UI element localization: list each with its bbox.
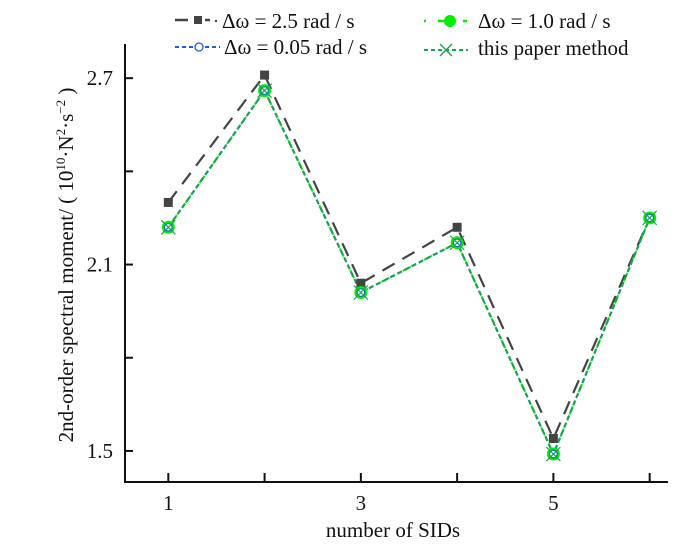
series-line-1	[167, 88, 651, 457]
data-point-square	[548, 434, 558, 444]
data-point-open-circle	[452, 238, 462, 248]
data-point-open-circle	[163, 222, 173, 232]
x-axis-title: number of SIDs	[326, 518, 460, 542]
data-point-x	[642, 210, 658, 226]
data-point-open-circle	[549, 449, 558, 459]
data-point-square	[452, 222, 462, 232]
data-point-square	[260, 70, 270, 80]
series-line-3	[167, 88, 651, 457]
data-point-x	[449, 235, 465, 251]
y-axis-title-exp2: 2	[53, 129, 68, 136]
y-axis-ticks: 1.5 2.1 2.7	[87, 66, 133, 463]
x-tick-label: 1	[163, 491, 174, 515]
legend-label: Δω = 0.05 rad / s	[224, 35, 367, 59]
y-axis-title-end: )	[54, 88, 78, 100]
legend-entry-2-5: Δω = 2.5 rad / s	[175, 9, 355, 33]
legend-label: Δω = 1.0 rad / s	[478, 9, 611, 33]
legend: Δω = 2.5 rad / s Δω = 1.0 rad / s Δω = 0…	[175, 9, 629, 60]
data-point-open-circle	[356, 288, 366, 297]
plot-area	[160, 70, 658, 462]
y-axis-title: 2nd-order spectral moment/ ( 1010·N2·s−2…	[53, 88, 78, 443]
data-point-open-circle	[645, 213, 655, 223]
filled-circle-marker-icon	[444, 15, 456, 27]
y-tick-label: 1.5	[87, 439, 113, 463]
data-point-open-circle	[260, 86, 269, 95]
data-point-square	[356, 278, 366, 288]
data-point-x	[353, 285, 369, 300]
x-marker-icon	[439, 43, 453, 57]
data-point-x	[160, 219, 176, 235]
x-tick-label: 5	[548, 491, 559, 515]
y-tick-label: 2.7	[87, 66, 113, 90]
x-tick-label: 3	[356, 491, 367, 515]
legend-label: this paper method	[478, 36, 629, 60]
x-axis-ticks: 1 3 5	[163, 473, 651, 515]
series-line-2	[167, 88, 651, 457]
open-circle-marker-icon	[194, 42, 204, 52]
y-axis-title-base: 10	[54, 171, 78, 192]
data-point-x	[545, 446, 561, 462]
series-line-0	[167, 72, 651, 442]
legend-entry-0-05: Δω = 0.05 rad / s	[175, 35, 367, 59]
y-axis-title-n: ·N	[54, 135, 78, 157]
legend-dot-icon	[214, 19, 218, 23]
y-tick-label: 2.1	[87, 253, 113, 277]
y-axis-title-main: 2nd-order spectral moment/ (	[54, 192, 78, 443]
legend-label: Δω = 2.5 rad / s	[222, 9, 355, 33]
square-marker-icon	[194, 16, 202, 24]
data-point-square	[163, 197, 173, 207]
legend-entry-1-0: Δω = 1.0 rad / s	[424, 9, 611, 33]
y-axis-title-s: ·s	[54, 114, 78, 129]
y-axis-title-exp3: −2	[53, 100, 68, 114]
y-axis-title-exp1: 10	[53, 158, 68, 171]
y-axis-title-group: 2nd-order spectral moment/ ( 1010·N2·s−2…	[53, 88, 78, 443]
legend-entry-paper-method: this paper method	[424, 36, 629, 60]
data-point-x	[257, 83, 273, 99]
